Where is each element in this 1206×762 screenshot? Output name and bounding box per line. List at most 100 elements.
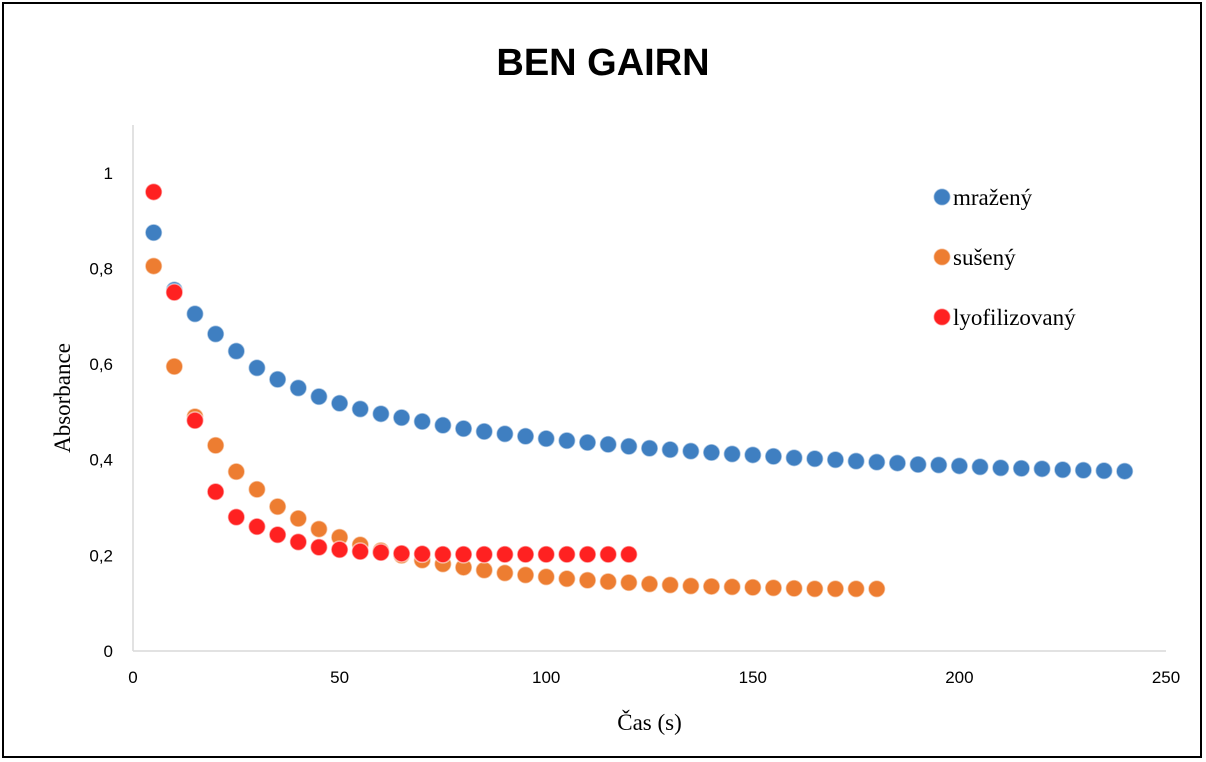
y-axis-title: Absorbance bbox=[50, 343, 75, 453]
x-tick-label: 50 bbox=[330, 668, 349, 687]
data-point bbox=[144, 256, 163, 276]
legend-label: sušený bbox=[953, 245, 1016, 270]
data-point bbox=[557, 545, 577, 564]
y-tick-label: 0,8 bbox=[89, 259, 113, 278]
data-point bbox=[392, 544, 411, 563]
data-point bbox=[578, 433, 597, 452]
data-point bbox=[826, 579, 845, 599]
data-point bbox=[867, 452, 887, 472]
x-tick-label: 150 bbox=[739, 668, 767, 687]
legend-label: lyofilizovaný bbox=[953, 305, 1076, 330]
data-point bbox=[722, 444, 742, 464]
data-point bbox=[743, 578, 763, 597]
data-point bbox=[970, 457, 990, 477]
y-tick-label: 0 bbox=[104, 642, 113, 661]
data-point bbox=[309, 387, 329, 406]
data-marks bbox=[144, 182, 1134, 599]
data-point bbox=[640, 439, 659, 458]
data-point bbox=[144, 182, 163, 202]
data-point bbox=[412, 544, 432, 564]
data-point bbox=[495, 563, 515, 583]
data-point bbox=[826, 450, 845, 469]
data-point bbox=[681, 576, 701, 596]
data-point bbox=[351, 399, 370, 419]
data-point bbox=[495, 545, 515, 564]
data-point bbox=[206, 324, 225, 344]
data-point bbox=[185, 304, 205, 324]
data-point bbox=[412, 412, 432, 431]
x-tick-label: 200 bbox=[945, 668, 973, 687]
data-point bbox=[888, 453, 907, 473]
data-point bbox=[516, 545, 535, 564]
legend-marker bbox=[932, 307, 952, 327]
data-point bbox=[619, 437, 639, 456]
y-tick-label: 0,4 bbox=[89, 451, 113, 470]
data-point bbox=[846, 451, 866, 471]
data-point bbox=[289, 378, 308, 398]
data-point bbox=[1032, 459, 1052, 479]
data-point bbox=[247, 517, 267, 536]
x-tick-label: 100 bbox=[532, 668, 560, 687]
data-point bbox=[351, 542, 370, 561]
data-point bbox=[247, 358, 267, 378]
data-point bbox=[702, 577, 721, 596]
data-point bbox=[598, 435, 618, 454]
data-point bbox=[474, 422, 494, 441]
data-point bbox=[268, 525, 287, 545]
chart-title: BEN GAIRN bbox=[496, 42, 710, 84]
data-point bbox=[619, 573, 639, 592]
data-point bbox=[392, 408, 411, 427]
data-point bbox=[227, 341, 246, 361]
series-1 bbox=[144, 223, 1134, 481]
data-point bbox=[743, 445, 763, 465]
data-point bbox=[516, 565, 535, 585]
data-point bbox=[557, 431, 577, 450]
y-tick-label: 0,6 bbox=[89, 355, 113, 374]
data-point bbox=[805, 579, 825, 599]
data-point bbox=[929, 455, 948, 475]
data-point bbox=[557, 569, 577, 589]
legend-label: mražený bbox=[953, 185, 1033, 210]
data-point bbox=[371, 404, 391, 424]
data-point bbox=[722, 577, 742, 597]
data-point bbox=[1094, 461, 1114, 480]
data-point bbox=[681, 441, 701, 461]
x-axis-title: Čas (s) bbox=[617, 709, 682, 735]
legend: mražený sušený lyofilizovaný bbox=[932, 185, 1076, 330]
data-point bbox=[867, 579, 887, 599]
x-tick-label: 0 bbox=[128, 668, 137, 687]
data-point bbox=[227, 462, 246, 481]
data-point bbox=[1115, 461, 1134, 481]
data-point bbox=[144, 223, 163, 242]
data-point bbox=[536, 429, 556, 448]
data-point bbox=[309, 537, 329, 557]
data-point bbox=[536, 545, 556, 564]
data-point bbox=[165, 357, 184, 376]
data-point bbox=[598, 545, 618, 564]
axes: 0 50 100 150 200 250 0 0,2 0,4 0,6 0,8 1 bbox=[89, 125, 1180, 687]
data-point bbox=[474, 545, 494, 564]
data-point bbox=[165, 283, 184, 302]
data-point bbox=[991, 458, 1010, 478]
series-2 bbox=[144, 256, 887, 599]
y-tick-label: 1 bbox=[104, 164, 113, 183]
data-point bbox=[330, 394, 349, 413]
y-tick-label: 0,2 bbox=[89, 546, 113, 565]
data-point bbox=[371, 543, 391, 562]
data-point bbox=[536, 567, 556, 587]
data-point bbox=[702, 443, 721, 462]
data-point bbox=[660, 440, 680, 459]
data-point bbox=[578, 570, 597, 590]
data-point bbox=[846, 579, 866, 599]
series-3 bbox=[144, 182, 639, 564]
data-point bbox=[516, 427, 535, 446]
data-point bbox=[1053, 460, 1072, 480]
data-point bbox=[247, 480, 267, 499]
data-point bbox=[433, 545, 453, 564]
data-point bbox=[206, 436, 225, 455]
data-point bbox=[289, 509, 308, 528]
data-point bbox=[433, 416, 453, 435]
data-point bbox=[640, 574, 659, 594]
data-point bbox=[1012, 459, 1031, 478]
